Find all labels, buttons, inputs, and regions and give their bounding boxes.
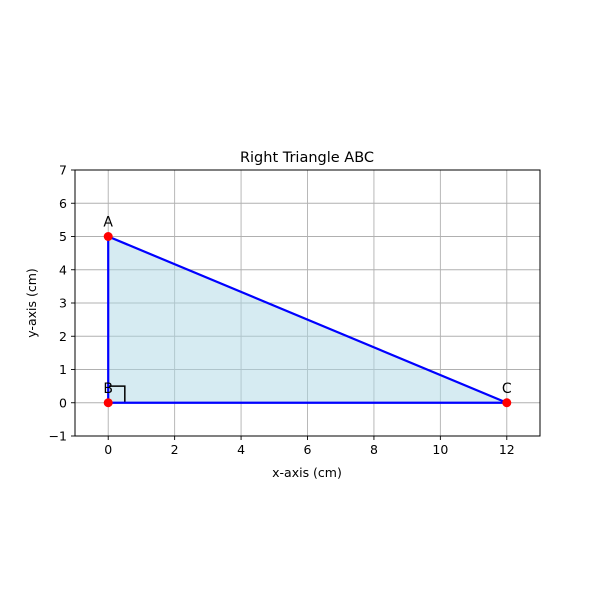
vertex-point-b xyxy=(103,398,113,408)
triangle-vertices: A B C xyxy=(103,215,512,408)
y-axis-ticks: −1 0 1 2 3 4 5 6 7 xyxy=(49,163,75,444)
chart-title: Right Triangle ABC xyxy=(240,150,374,166)
vertex-label-c: C xyxy=(502,381,512,397)
vertex-point-c xyxy=(502,398,512,408)
y-tick-label: 6 xyxy=(59,196,67,211)
vertex-label-b: B xyxy=(103,381,113,397)
x-axis-label: x-axis (cm) xyxy=(272,465,342,480)
y-tick-label: 7 xyxy=(59,163,67,178)
x-tick-label: 4 xyxy=(237,442,245,457)
vertex-label-a: A xyxy=(103,215,113,231)
y-tick-label: 1 xyxy=(59,362,67,377)
y-tick-label: 5 xyxy=(59,229,67,244)
triangle-edges xyxy=(107,235,508,404)
x-tick-label: 10 xyxy=(432,442,448,457)
y-tick-label: 4 xyxy=(59,262,67,277)
triangle-shape xyxy=(107,235,508,404)
x-tick-label: 0 xyxy=(104,442,112,457)
x-tick-label: 6 xyxy=(304,442,312,457)
x-tick-label: 8 xyxy=(370,442,378,457)
x-tick-label: 2 xyxy=(171,442,179,457)
x-axis-ticks: 0 2 4 6 8 10 12 xyxy=(104,436,515,457)
y-tick-label: 3 xyxy=(59,296,67,311)
y-axis-label: y-axis (cm) xyxy=(24,268,39,338)
y-tick-label: −1 xyxy=(49,429,67,444)
vertex-point-a xyxy=(103,232,113,241)
y-tick-label: 0 xyxy=(59,395,67,410)
y-tick-label: 2 xyxy=(59,329,67,344)
x-tick-label: 12 xyxy=(499,442,515,457)
